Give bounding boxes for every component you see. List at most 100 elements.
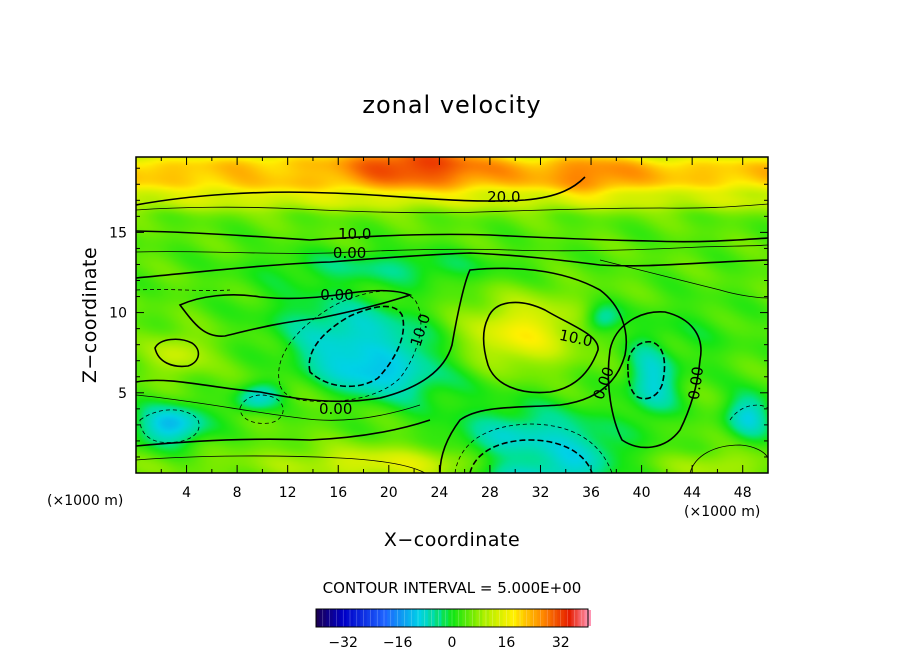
colorbar-cell xyxy=(540,610,544,626)
x-tick-label: 8 xyxy=(233,485,242,501)
contour-10-upper xyxy=(136,230,768,243)
colorbar-tick-label: 0 xyxy=(448,635,457,651)
colorbar-cell xyxy=(363,610,367,626)
colorbar-cell xyxy=(486,610,489,626)
colorbar-tick-label: −32 xyxy=(328,635,358,651)
colorbar-cell xyxy=(560,610,564,626)
colorbar-tick-label: 16 xyxy=(497,635,515,651)
contour-neg5-bottom xyxy=(454,423,613,473)
y-tick-label: 5 xyxy=(118,386,127,402)
contour-5-right-low xyxy=(689,444,768,473)
colorbar-cell xyxy=(370,610,374,626)
contour-neg5-core xyxy=(278,290,422,402)
colorbar-cell xyxy=(513,610,517,626)
contour-neg10-right xyxy=(627,341,666,400)
colorbar-cell xyxy=(472,610,476,626)
contour-label: 0.00 xyxy=(685,365,707,401)
contour-10-left xyxy=(154,338,200,368)
colorbar-cell xyxy=(424,610,428,626)
colorbar-tick-label: −16 xyxy=(383,635,413,651)
x-tick-label: 12 xyxy=(279,485,297,501)
colorbar-cell xyxy=(458,610,462,626)
colorbar-tick-label: 32 xyxy=(552,635,570,651)
contour-interval-text: CONTOUR INTERVAL = 5.000E+00 xyxy=(323,579,582,597)
colorbar-cell xyxy=(533,610,537,626)
y-tick-label: 10 xyxy=(109,306,127,322)
colorbar-cell xyxy=(336,610,340,626)
colorbar-cell xyxy=(526,610,530,626)
colorbar-cell xyxy=(520,610,523,626)
colorbar-cell xyxy=(499,610,503,626)
contour-5-lower xyxy=(136,394,421,421)
y-axis-title: Z−coordinate xyxy=(79,247,101,383)
colorbar-cell xyxy=(316,610,319,626)
contour-label: 10.0 xyxy=(338,225,371,243)
colorbar-cell xyxy=(322,610,326,626)
contour-15 xyxy=(136,203,768,214)
colorbar-cell xyxy=(329,610,333,626)
colorbar-cell xyxy=(492,610,496,626)
contour-lines xyxy=(136,176,768,473)
contour-5-bottom xyxy=(136,455,426,473)
contour-0-mid xyxy=(178,289,413,337)
y-tick-labels: 5 10 15 xyxy=(109,225,127,401)
contour-neg10-bottom xyxy=(469,439,593,473)
x-tick-label: 4 xyxy=(182,485,191,501)
colorbar-cell xyxy=(547,610,551,626)
x-tick-label: 28 xyxy=(481,485,499,501)
colorbar-cell xyxy=(574,610,578,626)
colorbar-cell xyxy=(390,610,394,626)
x-tick-label: 36 xyxy=(582,485,600,501)
x-tick-label: 32 xyxy=(532,485,550,501)
colorbar-cell xyxy=(356,610,360,626)
contour-0-right xyxy=(607,311,702,449)
y-unit-label: (×1000 m) xyxy=(47,493,123,509)
contour-5-upper-band xyxy=(136,244,768,254)
colorbar-stripes xyxy=(315,608,591,628)
contour-0-lower xyxy=(136,267,627,473)
colorbar-cell xyxy=(506,610,510,626)
x-tick-labels: 4 8 12 16 20 24 28 32 36 40 44 48 xyxy=(182,485,752,501)
colorbar-cell xyxy=(377,610,381,626)
colorbar-cell xyxy=(581,610,585,626)
colorbar-cell xyxy=(479,610,483,626)
contour-neg5-mid-band xyxy=(136,289,231,291)
x-axis-title: X−coordinate xyxy=(384,529,520,551)
colorbar-cell xyxy=(567,610,571,626)
colorbar-cell xyxy=(588,610,591,626)
x-tick-label: 20 xyxy=(380,485,398,501)
contour-label: 0.00 xyxy=(320,286,353,304)
colorbar: −32 −16 0 16 32 xyxy=(315,608,591,651)
contour-0-bottom xyxy=(136,419,431,447)
contour-label: 20.0 xyxy=(487,188,520,206)
colorbar-cell xyxy=(465,610,469,626)
contour-5-right xyxy=(599,259,768,299)
colorbar-cell xyxy=(452,610,455,626)
contour-20 xyxy=(136,176,586,206)
colorbar-tick-labels: −32 −16 0 16 32 xyxy=(328,635,569,651)
plot-frame xyxy=(135,156,769,474)
colorbar-cell xyxy=(404,610,408,626)
chart-title: zonal velocity xyxy=(362,91,541,119)
y-tick-label: 15 xyxy=(109,225,127,241)
field-image xyxy=(136,157,768,473)
x-tick-label: 44 xyxy=(683,485,701,501)
heatmap-field xyxy=(136,157,768,473)
colorbar-cell xyxy=(554,610,557,626)
contour-neg5-mid xyxy=(239,394,284,424)
x-tick-label: 16 xyxy=(329,485,347,501)
contour-0-upper xyxy=(136,252,768,279)
colorbar-cell xyxy=(438,610,442,626)
tick-marks xyxy=(136,157,768,473)
contour-label: 0.00 xyxy=(333,244,366,262)
colorbar-cell xyxy=(418,610,421,626)
colorbar-cell xyxy=(397,610,401,626)
x-tick-label: 24 xyxy=(430,485,448,501)
contour-label: 0.00 xyxy=(319,400,352,418)
colorbar-cell xyxy=(343,610,347,626)
x-tick-label: 40 xyxy=(633,485,651,501)
colorbar-cell xyxy=(384,610,387,626)
colorbar-cell xyxy=(445,610,449,626)
colorbar-cell xyxy=(411,610,415,626)
